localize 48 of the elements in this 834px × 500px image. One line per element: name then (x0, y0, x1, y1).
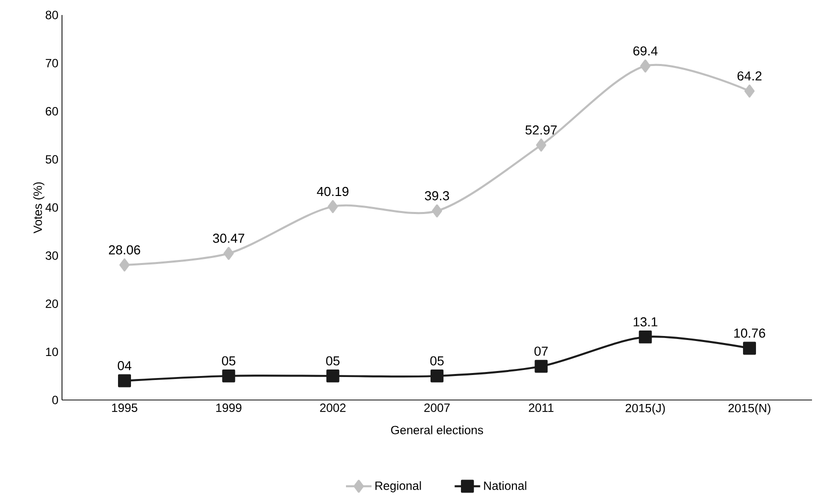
data-label: 52.97 (525, 125, 557, 135)
point (119, 258, 130, 272)
x-tick-label: 2015(J) (626, 404, 665, 415)
point (536, 138, 546, 152)
point (743, 342, 756, 355)
y-tick-label: 40 (45, 203, 58, 212)
y-tick-label: 30 (46, 251, 58, 260)
y-tick-label: 0 (52, 396, 58, 404)
x-tick-label: 2011 (528, 404, 554, 412)
legend-label: National (484, 481, 526, 490)
data-label: 39.3 (424, 191, 450, 200)
data-label: 05 (222, 356, 236, 366)
point (118, 374, 131, 388)
y-tick-label: 10 (46, 348, 58, 356)
point (640, 60, 650, 72)
point (224, 246, 234, 260)
legend-label: Regional (375, 481, 421, 492)
y-tick-label: 20 (46, 300, 58, 308)
data-label: 13.1 (634, 317, 658, 326)
x-tick-label: 2015(N) (728, 404, 770, 415)
data-label: 05 (430, 356, 444, 366)
data-label: 69.4 (633, 46, 658, 56)
data-label: 30.47 (212, 234, 244, 243)
y-tick-label: 60 (46, 107, 58, 116)
point (326, 369, 340, 382)
point (430, 369, 444, 382)
x-axis-title: General elections (391, 426, 484, 434)
data-label: 28.06 (108, 245, 140, 254)
point (222, 369, 236, 382)
x-tick-label: 2007 (424, 404, 450, 412)
point (638, 330, 652, 344)
y-tick-label: 80 (46, 10, 58, 20)
point (534, 360, 548, 373)
x-tick-label: 1995 (112, 404, 138, 412)
data-label: 05 (326, 356, 340, 366)
y-tick-label: 50 (46, 155, 58, 164)
data-label: 10.76 (734, 328, 766, 338)
x-tick-label: 1999 (216, 404, 242, 412)
point (328, 200, 338, 214)
x-tick-label: 2002 (320, 404, 346, 412)
data-label: 04 (118, 361, 132, 370)
data-label: 64.2 (738, 71, 762, 81)
data-label: 07 (534, 346, 548, 356)
y-tick-label: 70 (46, 58, 58, 68)
data-label: 40.19 (316, 186, 348, 196)
point (432, 204, 442, 218)
y-axis-title: Votes (%) (33, 182, 44, 234)
point (744, 84, 755, 98)
